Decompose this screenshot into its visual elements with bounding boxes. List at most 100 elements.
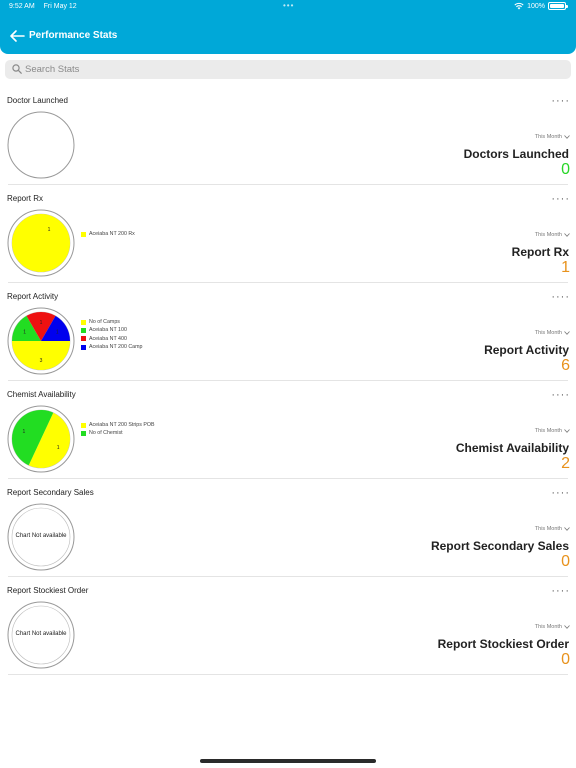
chart-not-available: Chart Not available (15, 631, 67, 637)
period-dropdown[interactable]: This Month (535, 134, 570, 140)
legend-item: Aceiaba NT 400 (81, 335, 143, 343)
pie-chart-svg: 3 1 1 1 (7, 307, 75, 375)
more-options-icon[interactable]: ···· (551, 487, 570, 499)
pie-slice-label: 3 (40, 358, 43, 364)
chevron-down-icon (564, 233, 570, 237)
pie-chart: 1 (7, 209, 75, 277)
more-options-icon[interactable]: ···· (551, 193, 570, 205)
period-dropdown[interactable]: This Month (535, 624, 570, 630)
card-title: Doctor Launched (7, 96, 68, 105)
stat-card[interactable]: Doctor Launched ···· This Month Doctors Lau… (0, 87, 576, 185)
legend-swatch (81, 336, 86, 342)
back-arrow-icon[interactable] (9, 29, 25, 43)
period-label: This Month (534, 526, 562, 532)
divider (8, 380, 568, 381)
pie-inner-ring (11, 605, 71, 665)
period-label: This Month (534, 428, 562, 434)
stat-card[interactable]: Report Stockiest Order ···· Chart Not avai… (0, 577, 576, 675)
stat-card[interactable]: Report Secondary Sales ···· Chart Not avai… (0, 479, 576, 577)
legend-swatch (81, 319, 86, 325)
status-time-date: 9:52 AM Fri May 12 (9, 3, 84, 10)
period-label: This Month (534, 134, 562, 140)
chevron-down-icon (564, 331, 570, 335)
pie-slice-label: 1 (40, 320, 43, 326)
chevron-down-icon (564, 527, 570, 531)
pie-chart-svg: 1 (7, 209, 75, 277)
divider (8, 674, 568, 675)
stat-card[interactable]: Report Rx ···· 1 Aceiaba NT 200 Rx This Mont… (0, 185, 576, 283)
stat-label: Report Secondary Sales (430, 539, 569, 553)
pie-slice (12, 410, 54, 466)
period-dropdown[interactable]: This Month (535, 232, 570, 238)
divider (8, 478, 568, 479)
chevron-down-icon (564, 429, 570, 433)
legend-item: Aceiaba NT 200 Strips POB (81, 421, 155, 429)
stat-value: 6 (561, 357, 570, 374)
pie-slice (28, 412, 70, 468)
battery-icon (548, 2, 568, 10)
stat-value: 2 (561, 455, 570, 472)
pie-chart-svg (7, 111, 75, 179)
more-options-icon[interactable]: ···· (551, 291, 570, 303)
pie-chart: 3 1 1 1 (7, 307, 75, 375)
more-options-icon[interactable]: ···· (551, 585, 570, 597)
search-input[interactable] (25, 62, 555, 77)
multitask-dots-icon: ••• (283, 1, 295, 10)
legend-label: Aceiaba NT 200 Camp (89, 344, 143, 351)
status-date: Fri May 12 (43, 3, 77, 10)
wifi-icon (514, 2, 524, 10)
search-bar[interactable] (5, 60, 571, 79)
legend-label: Aceiaba NT 200 Rx (89, 231, 135, 238)
legend-label: Aceiaba NT 100 (89, 327, 127, 334)
chart-legend: Aceiaba NT 200 Rx (81, 230, 135, 238)
pie-inner-ring (11, 409, 71, 469)
chart-not-available: Chart Not available (15, 533, 67, 539)
period-label: This Month (534, 624, 562, 630)
divider (8, 184, 568, 185)
period-dropdown[interactable]: This Month (535, 428, 570, 434)
card-title: Report Rx (7, 194, 44, 203)
legend-item: No of Camps (81, 318, 143, 326)
search-icon (12, 64, 22, 74)
period-dropdown[interactable]: This Month (535, 526, 570, 532)
pie-slice-label: 1 (48, 227, 51, 233)
card-title: Chemist Availability (7, 390, 76, 399)
pie-slice (12, 341, 70, 370)
more-options-icon[interactable]: ···· (551, 389, 570, 401)
chart-legend: Aceiaba NT 200 Strips POB No of Chemist (81, 421, 155, 438)
pie-chart-svg (7, 503, 75, 571)
pie-slice (12, 315, 41, 341)
period-label: This Month (534, 330, 562, 336)
more-options-icon[interactable]: ···· (551, 95, 570, 107)
period-dropdown[interactable]: This Month (535, 330, 570, 336)
pie-slice-label: 1 (57, 445, 60, 451)
legend-item: Aceiaba NT 200 Rx (81, 230, 135, 238)
home-indicator[interactable] (200, 759, 376, 763)
chevron-down-icon (564, 625, 570, 629)
divider (8, 576, 568, 577)
pie-outer-ring (7, 503, 75, 571)
stat-label: Report Activity (484, 343, 569, 357)
stat-label: Doctors Launched (463, 147, 569, 161)
legend-swatch (81, 430, 86, 436)
card-title: Report Stockiest Order (7, 586, 89, 595)
divider (8, 282, 568, 283)
stat-card[interactable]: Report Activity ···· 3 1 1 1 No of Camps Aceiab… (0, 283, 576, 381)
status-indicators: 100% (514, 2, 568, 10)
app-header: 9:52 AM Fri May 12 ••• 100% Performance … (0, 0, 576, 54)
pie-slice-label: 1 (23, 330, 26, 336)
legend-swatch (81, 422, 86, 428)
stat-label: Report Rx (511, 245, 569, 259)
stat-card[interactable]: Chemist Availability ···· 1 1 Aceiaba NT 200… (0, 381, 576, 479)
legend-swatch (81, 231, 86, 237)
legend-item: Aceiaba NT 200 Camp (81, 343, 143, 351)
pie-slice (26, 312, 56, 341)
pie-inner-ring (11, 507, 71, 567)
chart-legend: No of Camps Aceiaba NT 100 Aceiaba NT 400 A… (81, 318, 143, 351)
pie-slice-label: 1 (23, 429, 26, 435)
legend-item: Aceiaba NT 100 (81, 326, 143, 334)
stat-value: 0 (561, 651, 570, 668)
stat-label: Chemist Availability (455, 441, 569, 455)
legend-swatch (81, 344, 86, 350)
